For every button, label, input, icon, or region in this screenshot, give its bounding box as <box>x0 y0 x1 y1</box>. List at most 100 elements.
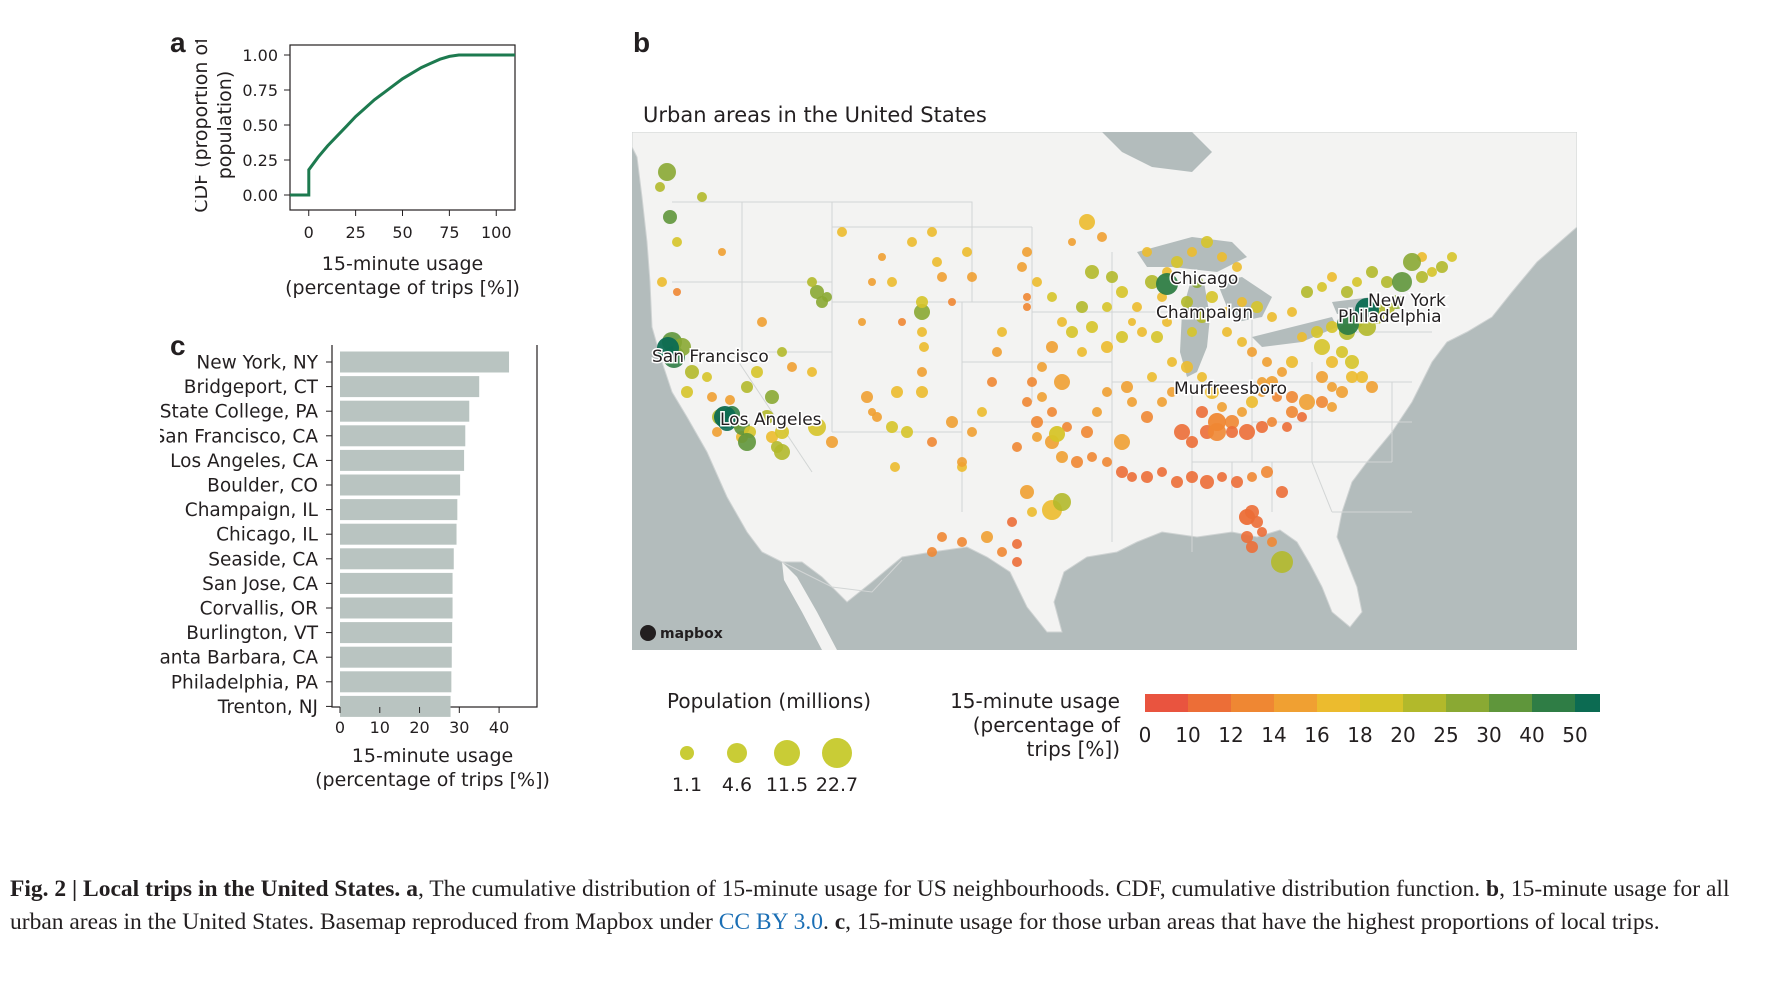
urban-area-dot <box>1196 406 1208 418</box>
y-axis-label: population) <box>214 71 236 180</box>
y-tick-label: 0.25 <box>242 151 278 170</box>
urban-area-dot <box>1257 387 1267 397</box>
urban-area-dot <box>1102 457 1112 467</box>
urban-area-dot <box>1326 321 1338 333</box>
color-legend-tick: 20 <box>1390 723 1415 747</box>
size-legend-circle <box>822 738 852 768</box>
urban-area-dot <box>1116 466 1128 478</box>
x-tick-label: 10 <box>370 718 390 737</box>
urban-area-dot <box>1427 267 1437 277</box>
urban-area-dot <box>997 547 1007 557</box>
urban-area-dot <box>1007 517 1017 527</box>
urban-area-dot <box>1267 537 1277 547</box>
city-label: New York <box>1368 291 1446 311</box>
urban-area-dot <box>663 210 677 224</box>
caption-a-label: a <box>406 876 418 902</box>
urban-area-dot <box>1102 302 1112 312</box>
urban-area-dot <box>1032 432 1042 442</box>
color-legend-title: 15-minute usage <box>950 689 1120 713</box>
bar <box>340 671 452 693</box>
urban-area-dot <box>685 365 699 379</box>
urban-area-dot <box>766 431 778 443</box>
urban-area-dot <box>1141 471 1153 483</box>
size-legend-value: 22.7 <box>816 774 858 796</box>
city-label: Champaign <box>1156 303 1253 323</box>
urban-area-dot <box>1436 261 1448 273</box>
top-cities-bar-chart: New York, NY Bridgeport, CT State College,… <box>160 345 550 791</box>
urban-area-dot <box>987 377 997 387</box>
y-tick-label: 0.50 <box>242 116 278 135</box>
us-urban-areas-map: San Francisco Los Angeles Chicago Champaign… <box>632 132 1577 650</box>
urban-area-dot <box>957 457 967 467</box>
bar <box>340 523 457 545</box>
state-border <box>731 351 813 473</box>
urban-area-dot <box>1151 331 1163 343</box>
urban-area-dot <box>1237 407 1247 417</box>
urban-area-dot <box>807 277 817 287</box>
color-legend-tick: 30 <box>1476 723 1501 747</box>
category-label: Philadelphia, PA <box>171 672 318 693</box>
urban-area-dot <box>1447 252 1457 262</box>
urban-area-dot <box>1031 416 1043 428</box>
urban-area-dot <box>1092 407 1102 417</box>
panel-b-letter: b <box>633 27 651 58</box>
category-label: San Jose, CA <box>202 574 318 595</box>
urban-area-dot <box>1246 396 1258 408</box>
map-title: Urban areas in the United States <box>643 103 987 127</box>
urban-area-dot <box>771 441 783 453</box>
urban-area-dot <box>997 327 1007 337</box>
cc-by-link[interactable]: CC BY 3.0 <box>718 909 823 935</box>
urban-area-dot <box>697 192 707 202</box>
color-legend-tick: 10 <box>1175 723 1200 747</box>
urban-area-dot <box>1341 286 1353 298</box>
urban-area-dot <box>1047 407 1057 417</box>
urban-area-dot <box>907 237 917 247</box>
color-legend-swatch <box>1446 694 1489 712</box>
urban-area-dot <box>1197 372 1207 382</box>
state-border <box>872 201 973 302</box>
color-legend-swatch <box>1231 694 1274 712</box>
urban-area-dot <box>655 182 665 192</box>
caption-a-text: , The cumulative distribution of 15-minu… <box>417 876 1481 902</box>
urban-area-dot <box>1314 339 1330 355</box>
major-city-dot <box>1355 298 1379 322</box>
urban-area-dot <box>1251 301 1263 313</box>
bar <box>340 499 458 521</box>
urban-area-dot <box>1336 386 1348 398</box>
urban-area-dot <box>1066 326 1078 338</box>
color-legend-tick: 12 <box>1218 723 1243 747</box>
major-city-dot <box>1239 509 1255 525</box>
urban-area-dot <box>872 412 882 422</box>
urban-area-dot <box>878 253 886 261</box>
category-label: Champaign, IL <box>185 500 319 521</box>
urban-area-dot <box>886 421 898 433</box>
bar <box>340 376 480 398</box>
color-legend-swatch <box>1532 694 1575 712</box>
urban-area-dot <box>741 381 753 393</box>
urban-area-dot <box>1297 332 1307 342</box>
urban-area-dot <box>1068 238 1076 246</box>
urban-area-dot <box>1287 307 1297 317</box>
urban-area-dot <box>1317 282 1327 292</box>
y-axis-label: CDF (proportion of <box>195 40 212 213</box>
urban-area-dot <box>1121 381 1133 393</box>
color-legend-swatch <box>1360 694 1403 712</box>
urban-area-dot <box>826 436 838 448</box>
lake <box>1252 317 1337 347</box>
urban-area-dot <box>1327 272 1337 282</box>
urban-area-dot <box>1012 539 1022 549</box>
urban-area-dot <box>712 427 722 437</box>
urban-area-dot <box>1327 382 1337 392</box>
urban-area-dot <box>1352 277 1362 287</box>
category-label: Los Angeles, CA <box>170 451 318 472</box>
urban-area-dot <box>1276 486 1288 498</box>
urban-area-dot <box>977 407 987 417</box>
caption-c-label: c <box>834 909 846 935</box>
x-tick-label: 0 <box>304 223 314 242</box>
color-legend-swatch <box>1403 694 1446 712</box>
urban-area-dot <box>1071 456 1083 468</box>
urban-area-dot <box>1232 262 1242 272</box>
size-legend-circle <box>680 746 694 760</box>
urban-area-dot <box>1186 471 1198 483</box>
urban-area-dot <box>948 298 956 306</box>
